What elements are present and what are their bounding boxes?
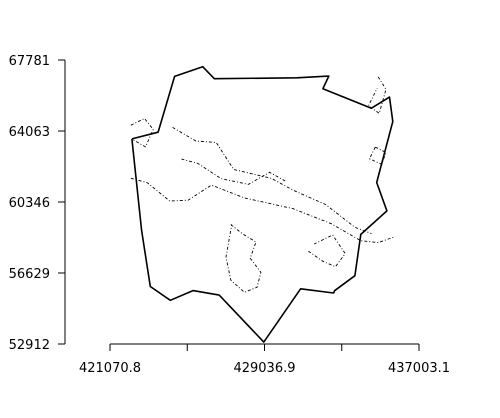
- detail-line: [130, 117, 154, 148]
- y-tick-label: 52912: [9, 338, 50, 353]
- detail-line: [308, 234, 346, 268]
- y-tick-label: 60346: [9, 196, 50, 211]
- boundary-layer: [131, 65, 394, 343]
- x-axis: 421070.8 429036.9 437003.1: [79, 343, 450, 376]
- y-tick-label: 56629: [9, 267, 50, 282]
- boundary-outline: [131, 65, 394, 343]
- detail-line: [172, 127, 372, 235]
- detail-line: [368, 146, 387, 165]
- x-tick-label: 421070.8: [79, 361, 141, 376]
- x-tick-label: 437003.1: [388, 361, 450, 376]
- y-tick-label: 67781: [9, 54, 50, 69]
- detail-line: [367, 76, 387, 115]
- detail-line: [225, 224, 262, 293]
- detail-layer: [130, 76, 394, 293]
- y-axis: 52912 56629 60346 64063 67781: [9, 54, 66, 353]
- x-tick-label: 429036.9: [233, 361, 295, 376]
- detail-line: [130, 177, 394, 244]
- detail-line: [181, 158, 287, 185]
- y-tick-label: 64063: [9, 125, 50, 140]
